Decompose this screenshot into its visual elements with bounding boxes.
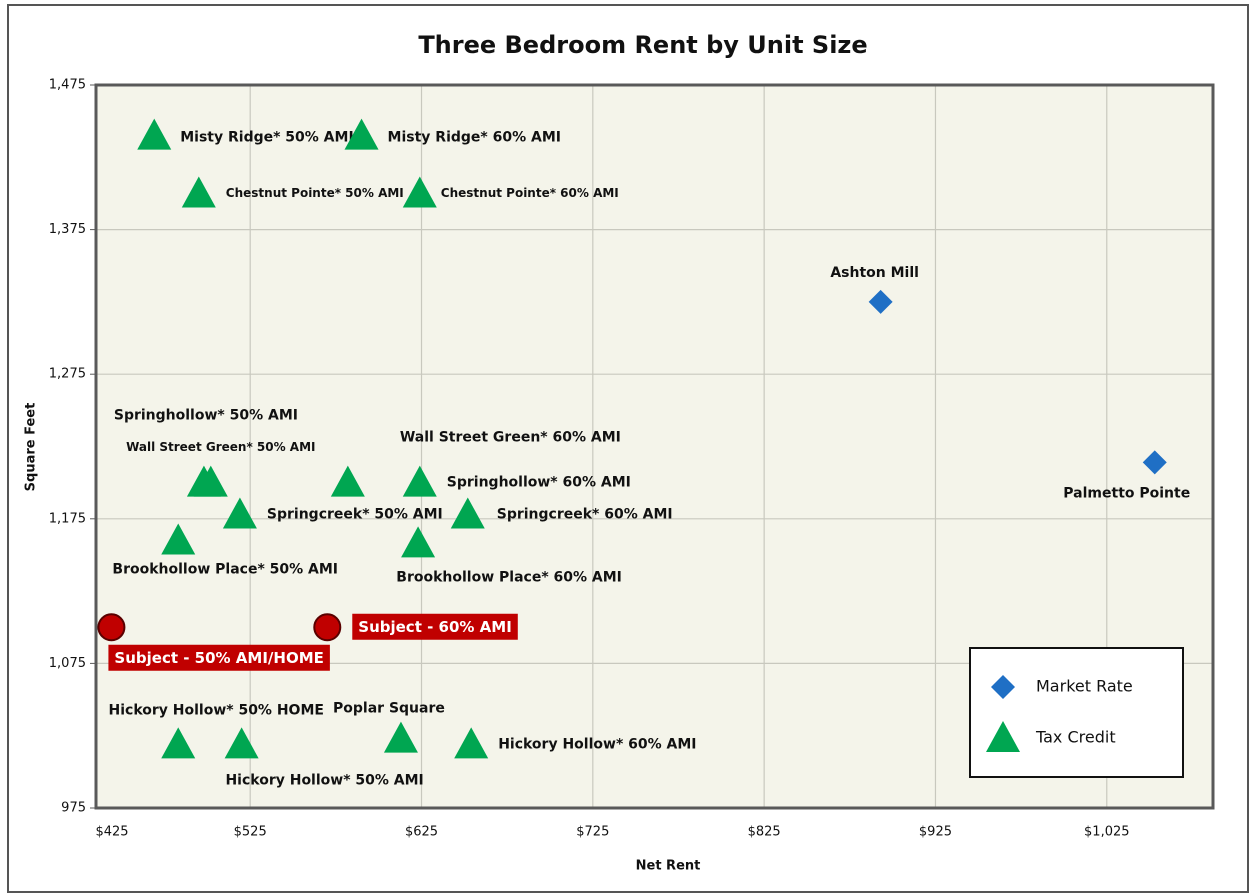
- triangle-marker: [224, 727, 259, 759]
- marks: Ashton Mill Palmetto Pointe Misty Ridge* 5…: [97, 118, 1190, 788]
- point-label: Subject - 60% AMI: [358, 618, 512, 636]
- point-label: Wall Street Green* 60% AMI: [400, 430, 621, 446]
- triangle-marker: [137, 118, 172, 150]
- legend-label: Market Rate: [1036, 677, 1133, 696]
- triangle-marker: [454, 727, 489, 759]
- point-label: Springcreek* 60% AMI: [497, 506, 673, 522]
- point-label: Brookhollow Place* 60% AMI: [396, 569, 622, 585]
- x-tick-label: $725: [576, 825, 609, 840]
- diamond-marker: [868, 289, 893, 314]
- point-label: Springhollow* 50% AMI: [114, 408, 298, 424]
- triangle-marker: [450, 497, 485, 529]
- y-axis-label: Square Feet: [24, 403, 39, 492]
- diamond-marker: [991, 675, 1015, 699]
- point-label: Wall Street Green* 50% AMI: [126, 440, 315, 454]
- point-label: Chestnut Pointe* 60% AMI: [441, 186, 619, 200]
- point-label: Springhollow* 60% AMI: [447, 475, 631, 491]
- triangle-marker: [193, 465, 228, 497]
- point-label: Subject - 50% AMI/HOME: [114, 649, 323, 667]
- circle-marker: [313, 613, 342, 642]
- legend-box: [969, 647, 1184, 778]
- x-tick-label: $425: [95, 825, 128, 840]
- triangle-marker: [222, 497, 257, 529]
- y-tick-label: 1,475: [49, 78, 86, 93]
- y-tick-label: 1,275: [49, 367, 86, 382]
- point-label: Palmetto Pointe: [1063, 485, 1190, 501]
- point-label: Brookhollow Place* 50% AMI: [112, 561, 338, 577]
- y-tick-label: 975: [61, 801, 86, 816]
- label-box: [108, 644, 330, 671]
- point-label: Hickory Hollow* 50% HOME: [109, 702, 324, 718]
- y-tick-label: 1,375: [49, 222, 86, 237]
- x-axis-label: Net Rent: [636, 859, 701, 874]
- triangle-marker: [986, 721, 1020, 752]
- chart-title: Three Bedroom Rent by Unit Size: [418, 31, 867, 59]
- legend-label: Tax Credit: [1035, 728, 1116, 747]
- point-label: Hickory Hollow* 50% AMI: [225, 772, 423, 788]
- point-label: Poplar Square: [333, 701, 445, 717]
- triangle-marker: [161, 727, 196, 759]
- point-label: Ashton Mill: [830, 265, 919, 281]
- triangle-marker: [383, 721, 418, 753]
- plot-border: [94, 83, 1215, 810]
- triangle-marker: [402, 465, 437, 497]
- label-box: [352, 613, 518, 640]
- triangle-marker: [344, 118, 379, 150]
- x-tick-label: $625: [405, 825, 438, 840]
- point-label: Misty Ridge* 60% AMI: [388, 130, 561, 146]
- point-label: Chestnut Pointe* 50% AMI: [226, 186, 404, 200]
- y-tick-label: 1,175: [49, 511, 86, 526]
- x-tick-label: $1,025: [1084, 825, 1130, 840]
- triangle-marker: [330, 465, 365, 497]
- triangle-marker: [161, 523, 196, 555]
- point-label: Springcreek* 50% AMI: [267, 506, 443, 522]
- triangle-marker: [181, 176, 216, 208]
- triangle-marker: [402, 176, 437, 208]
- x-tick-label: $525: [234, 825, 267, 840]
- triangle-marker: [401, 526, 436, 558]
- point-label: Misty Ridge* 50% AMI: [180, 130, 353, 146]
- y-tick-label: 1,075: [49, 656, 86, 671]
- x-tick-label: $925: [919, 825, 952, 840]
- x-tick-label: $825: [748, 825, 781, 840]
- circle-marker: [97, 613, 126, 642]
- point-label: Hickory Hollow* 60% AMI: [498, 736, 696, 752]
- diamond-marker: [1142, 450, 1167, 475]
